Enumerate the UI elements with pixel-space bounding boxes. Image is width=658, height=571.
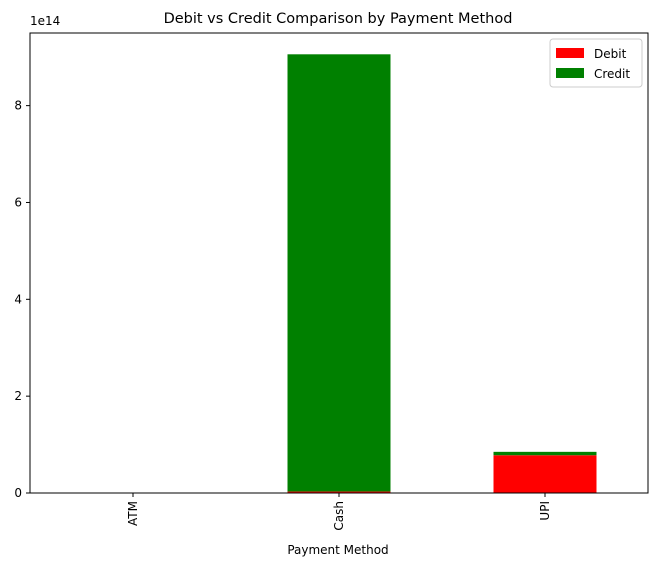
y-tick-label: 8 xyxy=(14,99,22,113)
y-tick-label: 4 xyxy=(14,292,22,306)
ticks-layer: 0 2 4 6 8 ATM Cash UPI xyxy=(14,99,552,531)
legend: Debit Credit xyxy=(549,38,643,88)
legend-swatch-debit xyxy=(556,48,584,58)
x-tick-label-upi: UPI xyxy=(538,501,552,521)
bar-credit-cash xyxy=(287,54,391,492)
x-tick-label-atm: ATM xyxy=(126,501,140,526)
bar-debit-upi xyxy=(493,455,597,493)
y-axis-scale-label: 1e14 xyxy=(30,14,60,28)
y-tick-label: 0 xyxy=(14,486,22,500)
bar-credit-upi xyxy=(493,451,597,456)
bar-debit-cash xyxy=(287,491,391,493)
bars-layer xyxy=(287,54,597,493)
y-tick-label: 2 xyxy=(14,389,22,403)
chart-title: Debit vs Credit Comparison by Payment Me… xyxy=(164,11,513,27)
x-tick-label-cash: Cash xyxy=(332,501,346,531)
legend-swatch-credit xyxy=(556,68,584,78)
legend-label-credit: Credit xyxy=(594,67,630,81)
y-tick-label: 6 xyxy=(14,195,22,209)
legend-label-debit: Debit xyxy=(594,47,627,61)
x-axis-label: Payment Method xyxy=(287,543,388,557)
